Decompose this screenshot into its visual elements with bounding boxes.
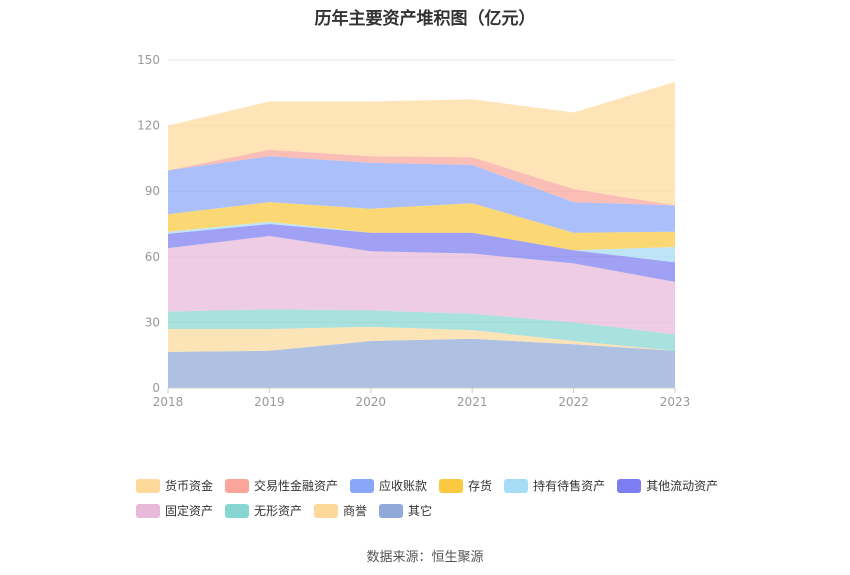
area-其它 bbox=[168, 338, 675, 388]
legend-swatch bbox=[350, 478, 375, 493]
legend-swatch bbox=[225, 478, 250, 493]
y-tick-label: 120 bbox=[137, 119, 160, 133]
legend-item[interactable]: 商誉 bbox=[314, 502, 367, 519]
area-商誉 bbox=[168, 326, 675, 352]
area-固定资产 bbox=[168, 236, 675, 335]
legend-label: 其它 bbox=[408, 504, 433, 518]
x-tick-label: 2023 bbox=[660, 395, 691, 409]
legend-row: 固定资产 无形资产 商誉 其它 bbox=[136, 498, 756, 523]
legend-label: 存货 bbox=[468, 479, 493, 493]
legend-item[interactable]: 应收账款 bbox=[350, 477, 427, 494]
stacked-area-plot: 0 30 60 90 120 150 2018 2019 2020 2021 2022 2023 bbox=[137, 53, 690, 409]
x-tick-label: 2019 bbox=[254, 395, 285, 409]
legend-item[interactable]: 交易性金融资产 bbox=[225, 477, 338, 494]
legend: 货币资金 交易性金融资产 应收账款 存货 持有待售资产 其他流动资产 固定资产 无形资产 商誉… bbox=[136, 473, 756, 523]
area-layers bbox=[168, 81, 675, 388]
y-tick-label: 0 bbox=[152, 381, 160, 395]
legend-label: 持有待售资产 bbox=[533, 479, 606, 493]
legend-swatch bbox=[314, 503, 339, 518]
area-应收账款 bbox=[168, 156, 675, 233]
legend-label: 固定资产 bbox=[165, 504, 214, 518]
legend-swatch bbox=[439, 478, 464, 493]
legend-swatch bbox=[136, 503, 160, 518]
legend-item[interactable]: 无形资产 bbox=[225, 502, 302, 519]
legend-label: 无形资产 bbox=[254, 504, 303, 518]
legend-item[interactable]: 其他流动资产 bbox=[617, 477, 718, 494]
area-其他流动资产 bbox=[168, 224, 675, 282]
source-note: 数据来源：恒生聚源 bbox=[366, 550, 484, 565]
legend-item[interactable]: 其它 bbox=[379, 502, 432, 519]
legend-swatch bbox=[379, 503, 404, 518]
chart-title: 历年主要资产堆积图（亿元） bbox=[314, 9, 536, 29]
legend-swatch bbox=[617, 478, 642, 493]
legend-item[interactable]: 货币资金 bbox=[136, 477, 213, 494]
legend-item[interactable]: 存货 bbox=[439, 477, 492, 494]
y-tick-label: 90 bbox=[145, 184, 160, 198]
area-存货 bbox=[168, 202, 675, 251]
y-tick-label: 30 bbox=[145, 315, 160, 329]
legend-item[interactable]: 固定资产 bbox=[136, 502, 213, 519]
legend-label: 货币资金 bbox=[165, 479, 214, 493]
legend-swatch bbox=[136, 478, 160, 493]
axes: 0 30 60 90 120 150 2018 2019 2020 2021 2022 2023 bbox=[137, 53, 690, 409]
legend-label: 商誉 bbox=[343, 504, 368, 518]
x-tick-label: 2022 bbox=[558, 395, 589, 409]
area-交易性金融资产 bbox=[168, 149, 675, 206]
x-tick-label: 2020 bbox=[356, 395, 387, 409]
area-货币资金 bbox=[168, 81, 675, 206]
x-tick-label: 2021 bbox=[457, 395, 488, 409]
legend-label: 应收账款 bbox=[379, 479, 428, 493]
x-tick-label: 2018 bbox=[153, 395, 184, 409]
legend-swatch bbox=[504, 478, 529, 493]
legend-swatch bbox=[225, 503, 250, 518]
legend-label: 交易性金融资产 bbox=[254, 479, 339, 493]
y-tick-label: 60 bbox=[145, 250, 160, 264]
legend-item[interactable]: 持有待售资产 bbox=[504, 477, 605, 494]
y-tick-label: 150 bbox=[137, 53, 160, 67]
legend-row: 货币资金 交易性金融资产 应收账款 存货 持有待售资产 其他流动资产 bbox=[136, 473, 756, 498]
legend-label: 其他流动资产 bbox=[646, 479, 719, 493]
area-无形资产 bbox=[168, 309, 675, 351]
